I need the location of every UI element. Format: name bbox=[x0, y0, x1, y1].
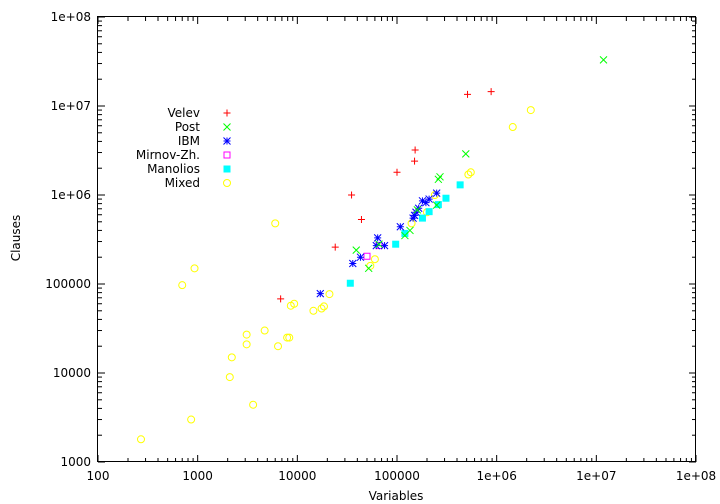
point-manolios bbox=[418, 214, 426, 222]
point-ibm bbox=[409, 214, 417, 222]
point-mixed bbox=[249, 400, 258, 409]
point-ibm bbox=[412, 208, 420, 217]
legend-marker-post bbox=[223, 123, 231, 131]
legend-marker-mirnov-zh bbox=[223, 151, 231, 159]
point-mixed bbox=[464, 170, 473, 179]
point-mixed bbox=[271, 219, 280, 228]
point-post bbox=[436, 172, 444, 181]
point-manolios bbox=[425, 208, 433, 216]
legend-marker-ibm bbox=[223, 137, 231, 145]
legend-label-post: Post bbox=[175, 120, 200, 134]
point-mixed bbox=[190, 264, 199, 273]
point-manolios bbox=[401, 229, 409, 237]
point-post bbox=[352, 246, 361, 255]
point-ibm bbox=[432, 189, 441, 197]
point-mixed bbox=[319, 302, 328, 311]
point-mixed bbox=[370, 255, 379, 264]
point-mixed bbox=[309, 306, 318, 315]
point-velev bbox=[357, 216, 365, 224]
point-velev bbox=[487, 88, 495, 96]
point-mixed bbox=[227, 353, 236, 362]
y-axis-title: Clauses bbox=[9, 215, 23, 262]
x-tick-label: 100 bbox=[87, 469, 110, 483]
y-tick-label: 10000 bbox=[53, 366, 91, 380]
point-mixed bbox=[526, 106, 535, 115]
point-mixed bbox=[274, 342, 283, 351]
point-ibm bbox=[425, 195, 433, 203]
legend-label-mixed: Mixed bbox=[165, 176, 200, 190]
point-velev bbox=[411, 157, 419, 165]
point-mixed bbox=[178, 281, 187, 290]
point-post bbox=[413, 206, 422, 214]
point-mixed bbox=[290, 299, 299, 308]
point-ibm bbox=[373, 233, 382, 242]
point-ibm bbox=[356, 253, 365, 262]
y-tick-label: 100000 bbox=[45, 277, 91, 291]
point-mixed bbox=[242, 330, 251, 339]
legend-label-mirnov-zh: Mirnov-Zh. bbox=[136, 148, 200, 162]
point-velev bbox=[277, 295, 285, 303]
legend-marker-manolios bbox=[223, 165, 231, 173]
point-ibm bbox=[372, 241, 381, 250]
point-post bbox=[375, 240, 383, 249]
x-tick-label: 1e+06 bbox=[476, 469, 516, 483]
point-mirnov-zh bbox=[363, 252, 371, 260]
point-mixed bbox=[187, 415, 196, 424]
point-ibm bbox=[380, 241, 389, 250]
point-mixed bbox=[136, 435, 145, 444]
x-axis-title: Variables bbox=[369, 489, 424, 503]
point-ibm bbox=[316, 289, 325, 298]
legend-label-velev: Velev bbox=[168, 106, 200, 120]
x-tick-label: 1000 bbox=[182, 469, 213, 483]
point-manolios bbox=[392, 240, 400, 248]
y-tick-label: 1e+08 bbox=[51, 10, 91, 24]
point-post bbox=[406, 226, 414, 235]
axis-ticks: 100 1000 10000 100000 1e+06 1e+07 1e+081000100… bbox=[45, 10, 716, 483]
point-mixed bbox=[325, 290, 334, 299]
y-tick-label: 1e+06 bbox=[51, 188, 91, 202]
legend-label-ibm: IBM bbox=[178, 134, 200, 148]
point-post bbox=[461, 149, 470, 158]
data-marks bbox=[136, 55, 608, 444]
point-post bbox=[432, 201, 441, 209]
point-post bbox=[599, 55, 608, 64]
x-tick-label: 100000 bbox=[374, 469, 420, 483]
point-mixed bbox=[225, 373, 234, 382]
point-mixed bbox=[466, 168, 475, 177]
y-tick-label: 1000 bbox=[60, 455, 91, 469]
point-ibm bbox=[410, 211, 419, 220]
x-tick-label: 10000 bbox=[278, 469, 316, 483]
point-mixed bbox=[283, 333, 292, 342]
y-tick-label: 1e+07 bbox=[51, 99, 91, 113]
legend-label-manolios: Manolios bbox=[147, 162, 200, 176]
point-velev bbox=[331, 243, 339, 251]
point-velev bbox=[393, 168, 401, 176]
point-mixed bbox=[317, 304, 326, 313]
point-manolios bbox=[434, 201, 442, 209]
point-manolios bbox=[456, 181, 464, 189]
point-velev bbox=[464, 90, 472, 98]
point-ibm bbox=[396, 222, 405, 231]
point-mixed bbox=[285, 333, 294, 342]
point-ibm bbox=[418, 196, 427, 205]
legend-marker-velev bbox=[223, 109, 231, 117]
point-manolios bbox=[346, 279, 354, 287]
point-velev bbox=[411, 146, 419, 154]
point-velev bbox=[348, 191, 356, 199]
point-ibm bbox=[348, 259, 357, 268]
point-manolios bbox=[442, 194, 450, 202]
x-tick-label: 1e+08 bbox=[676, 469, 716, 483]
legend-marker-mixed bbox=[223, 179, 231, 187]
point-mixed bbox=[508, 123, 517, 132]
point-post bbox=[364, 264, 373, 273]
x-tick-label: 1e+07 bbox=[576, 469, 616, 483]
point-mixed bbox=[260, 326, 269, 335]
point-mixed bbox=[242, 340, 251, 349]
